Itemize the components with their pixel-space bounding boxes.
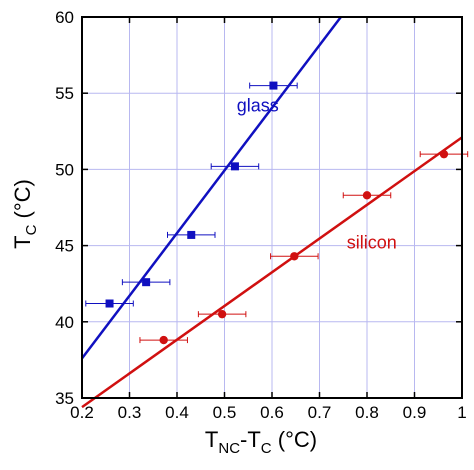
x-tick-label: 0.3	[118, 403, 142, 422]
silicon-point	[362, 191, 372, 200]
glass-point	[142, 278, 151, 287]
x-axis-label-main: T	[205, 427, 218, 452]
glass-point	[187, 230, 196, 239]
x-tick-label: 0.7	[308, 403, 332, 422]
silicon-point	[159, 335, 168, 345]
x-axis-label-mid: -T	[240, 427, 261, 452]
glass-point	[269, 81, 278, 90]
y-tick-label: 50	[55, 160, 74, 179]
x-axis-label-sub1: NC	[218, 440, 240, 457]
y-tick-label: 35	[55, 389, 74, 408]
silicon-point	[217, 309, 227, 319]
silicon-point	[290, 252, 299, 261]
x-tick-label: 0.4	[165, 403, 189, 422]
glass-fit-line	[81, 16, 342, 360]
x-axis-label-unit: (°C)	[272, 427, 317, 452]
silicon-point	[439, 149, 449, 159]
fit-lines	[81, 16, 463, 409]
y-tick-label: 55	[55, 84, 74, 103]
silicon-annotation: silicon	[347, 233, 397, 253]
tick-labels: 0.2 0.3 0.4 0.5 0.6 0.7 0.8 0.9 1 35 40 45 50 55 60	[55, 8, 467, 422]
data-markers	[105, 81, 449, 345]
x-tick-label: 0.9	[403, 403, 427, 422]
grid	[82, 17, 462, 398]
y-axis-label-main: T	[10, 235, 35, 248]
x-axis-label-sub2: C	[261, 440, 272, 457]
glass-point	[105, 299, 114, 308]
y-tick-label: 40	[55, 313, 74, 332]
annotations: glass silicon	[237, 95, 397, 252]
glass-point	[230, 162, 239, 171]
x-tick-label: 0.8	[355, 403, 379, 422]
y-tick-label: 45	[55, 237, 74, 256]
x-axis-label: TNC-TC (°C)	[205, 427, 317, 457]
silicon-fit-line	[81, 136, 463, 409]
error-bars	[85, 82, 469, 344]
axis-ticks	[81, 16, 463, 399]
y-axis-label: TC (°C)	[10, 179, 40, 249]
y-axis-label-unit: (°C)	[10, 179, 35, 224]
x-tick-label: 0.2	[70, 403, 94, 422]
x-tick-label: 0.6	[260, 403, 284, 422]
x-tick-label: 0.5	[213, 403, 237, 422]
x-tick-label: 1	[457, 403, 466, 422]
glass-annotation: glass	[237, 95, 279, 115]
y-axis-label-sub: C	[23, 224, 40, 235]
y-tick-label: 60	[55, 8, 74, 27]
